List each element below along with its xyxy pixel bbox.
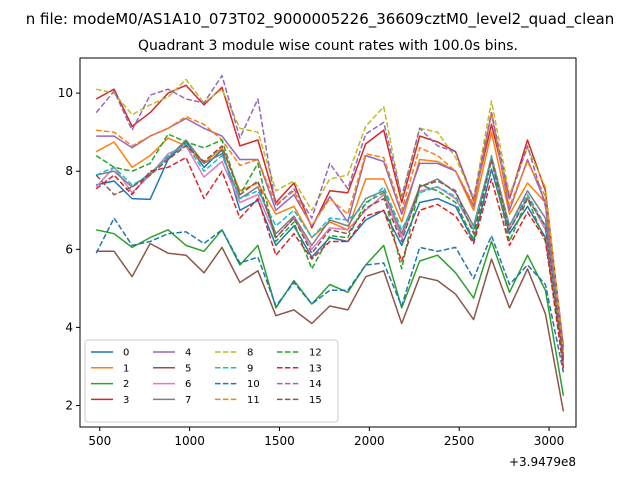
series-line-13 — [95, 156, 565, 369]
series-line-10 — [95, 217, 565, 373]
y-tick-label: 8 — [65, 164, 73, 178]
legend-label: 6 — [185, 379, 191, 390]
legend-label: 9 — [247, 363, 253, 374]
series-line-9 — [95, 143, 565, 361]
legend-label: 1 — [123, 363, 129, 374]
series-line-0 — [96, 141, 565, 359]
legend-label: 0 — [123, 348, 129, 359]
legend-label: 13 — [309, 363, 322, 374]
x-tick-label: 2000 — [354, 434, 385, 448]
legend-label: 11 — [247, 395, 260, 406]
legend-label: 2 — [123, 379, 129, 390]
x-tick-label: 1000 — [174, 434, 205, 448]
series-line-14 — [95, 74, 565, 353]
legend-label: 10 — [247, 379, 260, 390]
legend-label: 15 — [309, 395, 322, 406]
legend-label: 4 — [185, 348, 191, 359]
y-tick-label: 6 — [65, 242, 73, 256]
series-line-8 — [96, 78, 565, 351]
legend-box — [84, 339, 339, 423]
y-tick-label: 4 — [65, 320, 73, 334]
x-tick-label: 1500 — [264, 434, 295, 448]
x-offset-label: +3.9479e8 — [509, 455, 576, 469]
series-line-5 — [96, 242, 565, 412]
legend-label: 12 — [309, 348, 322, 359]
legend-label: 8 — [247, 348, 253, 359]
series-line-11 — [96, 111, 565, 359]
x-tick-label: 2500 — [444, 434, 475, 448]
series-line-15 — [95, 145, 565, 359]
x-tick-label: 500 — [88, 434, 111, 448]
legend-label: 5 — [185, 363, 191, 374]
y-tick-label: 10 — [58, 86, 73, 100]
chart-title: Quadrant 3 module wise count rates with … — [138, 38, 518, 54]
series-line-1 — [95, 131, 565, 363]
y-tick-label: 2 — [65, 399, 73, 413]
legend-label: 14 — [309, 379, 322, 390]
figure-suptitle: n file: modeM0/AS1A10_073T02_9000005226_… — [26, 10, 615, 29]
x-tick-label: 3000 — [534, 434, 565, 448]
legend-label: 7 — [185, 395, 191, 406]
axes-frame — [79, 57, 577, 428]
legend-label: 3 — [123, 395, 129, 406]
series-line-2 — [96, 229, 565, 396]
